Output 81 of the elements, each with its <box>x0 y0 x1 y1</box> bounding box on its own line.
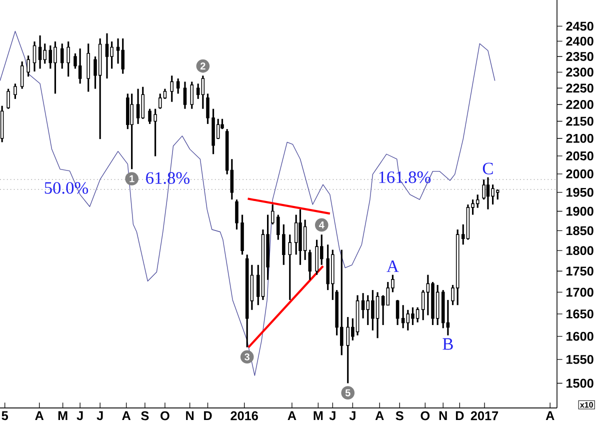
y-tick-label: 2450 <box>566 22 594 31</box>
candlestick <box>396 299 400 326</box>
x-tick-label: 2017 <box>470 411 498 420</box>
x-tick-label: D <box>456 411 464 420</box>
y-tick-label: 1600 <box>566 332 594 341</box>
x-tick-label: O <box>420 411 430 420</box>
y-tick-label: 1900 <box>566 206 594 216</box>
y-tick-label: 1800 <box>566 246 594 256</box>
x-tick-label: A <box>546 411 554 420</box>
candlestick <box>230 158 234 200</box>
candlestick <box>381 294 385 326</box>
candlestick <box>130 92 134 170</box>
x-tick-label: M <box>314 411 323 420</box>
y-tick-label: 1550 <box>566 354 594 364</box>
y-tick-label: 2250 <box>566 84 594 93</box>
candlestick <box>190 80 194 110</box>
candlestick <box>26 54 30 78</box>
x-tick-label: 2016 <box>230 411 258 420</box>
annotation: 2 <box>200 62 206 70</box>
candlestick <box>176 78 180 94</box>
y-tick-label: 1650 <box>566 309 594 318</box>
candlestick <box>201 74 205 110</box>
annotation: 4 <box>319 222 324 228</box>
text: x10 <box>580 402 593 408</box>
candlestick <box>14 82 17 100</box>
x-tick-label: S <box>141 411 149 420</box>
candlestick <box>154 108 157 158</box>
x-tick-label: O <box>160 411 170 420</box>
annotation: 1 <box>130 175 134 182</box>
x-tick-label: A <box>288 411 296 420</box>
candlestick <box>294 214 298 256</box>
y-tick-label: 2200 <box>566 100 594 109</box>
annotation: C <box>482 162 493 174</box>
annotation: A <box>386 260 399 272</box>
x-tick-label: N <box>439 411 447 420</box>
y-tick-label: 2100 <box>566 134 594 143</box>
candlestick <box>170 74 174 103</box>
candlestick <box>235 198 238 230</box>
y-tick-label: 2150 <box>566 116 594 126</box>
candlestick <box>66 40 70 78</box>
annotation: 3 <box>244 353 250 360</box>
candlestick <box>206 92 210 125</box>
candlestick <box>276 214 280 241</box>
y-tick-label: 1700 <box>566 288 594 297</box>
candlestick <box>148 108 152 125</box>
candlestick <box>32 40 36 72</box>
x-tick-label: J <box>329 411 336 420</box>
candlestick <box>20 60 24 90</box>
candlestick <box>270 204 274 226</box>
y-tick-label: 2400 <box>566 36 594 46</box>
candlestick <box>421 289 425 321</box>
candlestick <box>288 234 292 301</box>
annotation: B <box>442 338 453 350</box>
y-tick-label: 2050 <box>566 151 594 160</box>
candlestick <box>401 304 405 329</box>
line-series <box>0 30 496 376</box>
x-tick-label: A <box>35 411 44 420</box>
x-tick-label: J <box>349 411 356 420</box>
annotation: 5 <box>345 389 350 396</box>
candlestick <box>183 80 187 110</box>
x-tick-label: D <box>204 411 212 420</box>
y-tick-label: 1500 <box>566 378 594 388</box>
candlestick <box>60 42 64 70</box>
x-tick-label: S <box>396 411 404 420</box>
x-tick-label: J <box>96 411 103 420</box>
candlestick <box>196 82 200 100</box>
y-tick-label: 2000 <box>566 169 594 178</box>
y-tick-label: 1950 <box>566 188 594 197</box>
x-tick-label: A <box>122 411 131 420</box>
y-tick-label: 1750 <box>566 266 594 276</box>
x-tick-label: J <box>76 411 83 420</box>
candlestick <box>308 248 312 281</box>
candlestick <box>282 224 286 266</box>
candlestick <box>6 88 10 110</box>
x-tick-label: 5 <box>2 411 8 420</box>
y-tick-label: 2350 <box>566 52 594 61</box>
x-tick-label: N <box>186 411 194 420</box>
x-tick-label: A <box>375 411 384 420</box>
y-tick-label: 1850 <box>566 226 594 236</box>
y-tick-label: 2300 <box>566 68 594 77</box>
x-tick-label: M <box>58 411 68 420</box>
